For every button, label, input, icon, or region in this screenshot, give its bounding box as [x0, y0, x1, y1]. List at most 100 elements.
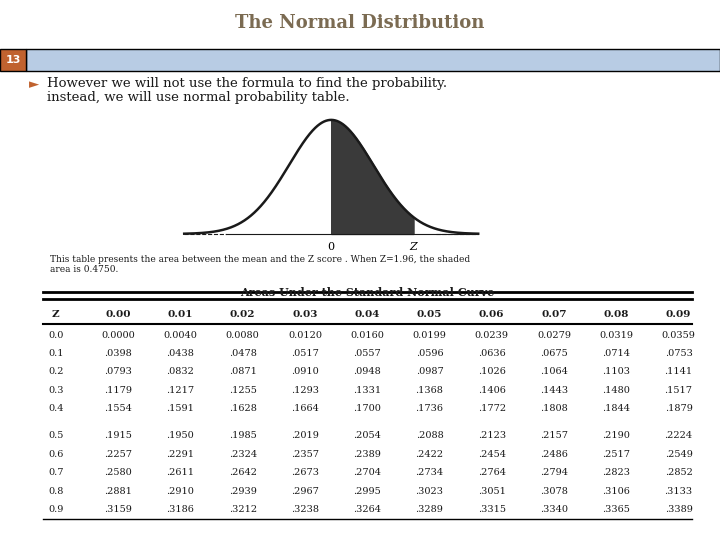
Text: .1554: .1554 [104, 404, 132, 413]
Text: 0.5: 0.5 [48, 431, 63, 440]
Text: .2389: .2389 [354, 450, 381, 459]
Text: .2422: .2422 [415, 450, 444, 459]
Text: instead, we will use normal probability table.: instead, we will use normal probability … [47, 91, 349, 104]
Text: .2823: .2823 [602, 468, 630, 477]
Text: .0517: .0517 [291, 349, 319, 358]
Text: .0987: .0987 [415, 367, 444, 376]
Text: 0.0160: 0.0160 [350, 330, 384, 340]
Text: .2123: .2123 [477, 431, 505, 440]
Text: .2054: .2054 [354, 431, 381, 440]
Text: .2291: .2291 [166, 450, 194, 459]
Text: .2852: .2852 [665, 468, 693, 477]
Text: .1443: .1443 [540, 386, 568, 395]
Text: 0.0: 0.0 [48, 330, 63, 340]
Text: 0.08: 0.08 [603, 310, 629, 319]
Text: 0.0239: 0.0239 [474, 330, 509, 340]
Text: 0.04: 0.04 [354, 310, 380, 319]
Text: .2357: .2357 [291, 450, 319, 459]
Text: .3078: .3078 [540, 487, 568, 496]
Text: Z: Z [52, 310, 60, 319]
Text: .1480: .1480 [603, 386, 630, 395]
Text: .3315: .3315 [478, 505, 505, 514]
Text: .0793: .0793 [104, 367, 132, 376]
Text: .2995: .2995 [354, 487, 381, 496]
Text: This table presents the area between the mean and the Z score . When Z=1.96, the: This table presents the area between the… [50, 255, 471, 265]
Text: ►: ► [29, 78, 39, 91]
Text: .3186: .3186 [166, 505, 194, 514]
Text: .1141: .1141 [665, 367, 693, 376]
Text: .2486: .2486 [540, 450, 568, 459]
Text: 0.09: 0.09 [666, 310, 691, 319]
Text: 0.0000: 0.0000 [102, 330, 135, 340]
Text: 0.07: 0.07 [541, 310, 567, 319]
Text: .0714: .0714 [602, 349, 630, 358]
Text: .2157: .2157 [540, 431, 568, 440]
Text: .3340: .3340 [540, 505, 568, 514]
Text: 0.00: 0.00 [105, 310, 131, 319]
Text: .0871: .0871 [229, 367, 256, 376]
Text: .0910: .0910 [291, 367, 319, 376]
Text: .0398: .0398 [104, 349, 132, 358]
Text: .2734: .2734 [415, 468, 444, 477]
Text: 0.0319: 0.0319 [599, 330, 634, 340]
Text: area is 0.4750.: area is 0.4750. [50, 265, 119, 274]
Text: .0832: .0832 [166, 367, 194, 376]
Text: 0.0120: 0.0120 [288, 330, 322, 340]
Text: .1368: .1368 [415, 386, 444, 395]
Text: The Normal Distribution: The Normal Distribution [235, 14, 485, 31]
Text: .0596: .0596 [415, 349, 444, 358]
Text: However we will not use the formula to find the probability.: However we will not use the formula to f… [47, 77, 447, 90]
Text: .3238: .3238 [291, 505, 319, 514]
Text: .0438: .0438 [166, 349, 194, 358]
Text: 0: 0 [328, 242, 335, 252]
Text: .0636: .0636 [478, 349, 505, 358]
Text: .1103: .1103 [602, 367, 630, 376]
Text: .1915: .1915 [104, 431, 132, 440]
Text: .2764: .2764 [478, 468, 505, 477]
Text: .2580: .2580 [104, 468, 132, 477]
Text: .2324: .2324 [229, 450, 257, 459]
Text: .3159: .3159 [104, 505, 132, 514]
Text: .1026: .1026 [478, 367, 505, 376]
Text: 0.1: 0.1 [48, 349, 63, 358]
Text: .2454: .2454 [478, 450, 505, 459]
Text: .0478: .0478 [229, 349, 256, 358]
Text: .3106: .3106 [603, 487, 630, 496]
Text: .2190: .2190 [603, 431, 630, 440]
Text: .1406: .1406 [478, 386, 505, 395]
Text: 0.03: 0.03 [292, 310, 318, 319]
Text: .3289: .3289 [415, 505, 444, 514]
Text: .2088: .2088 [415, 431, 444, 440]
Text: .1293: .1293 [291, 386, 319, 395]
Text: 0.0040: 0.0040 [163, 330, 197, 340]
Text: .3389: .3389 [665, 505, 693, 514]
Text: .1844: .1844 [602, 404, 630, 413]
Text: .1772: .1772 [477, 404, 505, 413]
Text: .1217: .1217 [166, 386, 194, 395]
Text: .3264: .3264 [354, 505, 381, 514]
Text: 0.02: 0.02 [230, 310, 256, 319]
Text: 0.6: 0.6 [48, 450, 63, 459]
Text: .1985: .1985 [229, 431, 256, 440]
Text: .2881: .2881 [104, 487, 132, 496]
Text: .1700: .1700 [354, 404, 381, 413]
Text: .0557: .0557 [354, 349, 381, 358]
Text: .2642: .2642 [229, 468, 256, 477]
Text: .2019: .2019 [291, 431, 319, 440]
Text: .1664: .1664 [291, 404, 319, 413]
Text: Areas Under the Standard Normal Curve: Areas Under the Standard Normal Curve [240, 287, 495, 298]
Text: .2910: .2910 [166, 487, 194, 496]
Text: .3023: .3023 [415, 487, 444, 496]
Text: 13: 13 [5, 55, 21, 65]
Text: .1628: .1628 [229, 404, 256, 413]
Text: .0675: .0675 [540, 349, 568, 358]
Text: .1879: .1879 [665, 404, 693, 413]
Text: .0948: .0948 [354, 367, 381, 376]
Text: 0.7: 0.7 [48, 468, 63, 477]
Text: .1179: .1179 [104, 386, 132, 395]
Text: .1517: .1517 [665, 386, 693, 395]
Text: .1064: .1064 [540, 367, 568, 376]
Text: .2673: .2673 [291, 468, 319, 477]
Text: 0.06: 0.06 [479, 310, 505, 319]
Text: 0.0359: 0.0359 [662, 330, 696, 340]
